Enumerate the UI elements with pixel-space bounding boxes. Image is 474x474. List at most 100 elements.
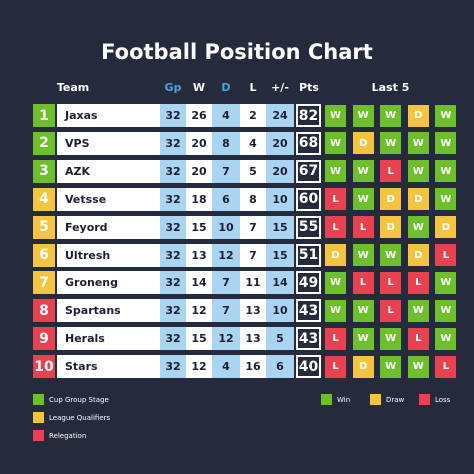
stat-l: 7 [240,243,266,267]
team-name: Spartans [57,299,160,323]
points: 68 [296,131,321,155]
rank: 8 [33,299,55,323]
result: L [325,327,346,350]
result: D [407,104,429,127]
stat-gd: 10 [266,299,294,323]
result-label: Draw [386,395,405,404]
stat-l: 8 [240,187,266,211]
result: W [380,327,402,350]
team-name: Groneng [57,271,160,295]
result: W [325,104,346,127]
stat-gd: 14 [266,271,294,295]
result: D [352,355,374,378]
result: W [352,160,374,183]
result: W [325,299,346,322]
result: L [407,327,429,350]
stat-d: 12 [212,327,240,351]
header-team: Team [56,80,90,94]
result: W [407,299,429,322]
result-swatch [321,394,332,405]
result: W [352,327,374,350]
rank: 9 [33,327,55,351]
result: W [407,160,429,183]
stat-w: 18 [186,187,212,211]
header-d: D [221,80,231,94]
header-w: W [192,80,206,94]
points: 43 [296,299,321,323]
result: L [352,271,374,294]
result: W [407,355,429,378]
stat-w: 14 [186,271,212,295]
stat-l: 11 [240,271,266,295]
result: W [325,132,346,155]
stat-d: 8 [212,131,240,155]
stat-gp: 32 [160,215,186,239]
stat-gd: 10 [266,187,294,211]
result: L [380,160,402,183]
result: L [325,188,346,211]
result: W [325,160,346,183]
stat-gp: 32 [160,187,186,211]
result: D [352,132,374,155]
rank: 1 [33,104,55,127]
stat-d: 7 [212,271,240,295]
stat-gp: 32 [160,159,186,183]
result: W [352,244,374,266]
rank: 4 [33,187,55,211]
stat-w: 15 [186,215,212,239]
result: W [325,271,346,294]
result: W [435,104,457,127]
result-label: Loss [435,395,451,404]
result: W [352,188,374,211]
result: W [380,244,402,266]
stat-l: 16 [240,355,266,379]
result: D [380,216,402,239]
stat-gd: 15 [266,243,294,267]
stat-l: 5 [240,159,266,183]
stat-gp: 32 [160,104,186,127]
stat-d: 6 [212,187,240,211]
result: W [435,132,457,155]
stat-l: 13 [240,299,266,323]
result: L [380,299,402,322]
result: D [435,216,457,239]
stat-gd: 6 [266,355,294,379]
result: W [435,299,457,322]
team-name: Herals [57,327,160,351]
stat-l: 4 [240,131,266,155]
team-name: VPS [57,131,160,155]
stat-gp: 32 [160,299,186,323]
stat-d: 10 [212,215,240,239]
result: W [352,104,374,127]
stat-gd: 24 [266,104,294,127]
result: W [435,271,457,294]
stat-gp: 32 [160,243,186,267]
points: 55 [296,215,321,239]
team-name: Jaxas [57,104,160,127]
stat-d: 4 [212,104,240,127]
team-name: Feyord [57,215,160,239]
stat-l: 2 [240,104,266,127]
stat-gp: 32 [160,327,186,351]
result-swatch [370,394,381,405]
stat-gp: 32 [160,271,186,295]
team-name: Vetsse [57,187,160,211]
stat-w: 13 [186,243,212,267]
zone-swatch [33,412,44,423]
result: L [352,216,374,239]
points: 43 [296,327,321,351]
stat-gd: 15 [266,215,294,239]
result: W [380,355,402,378]
result-label: Win [337,395,351,404]
rank: 2 [33,131,55,155]
title: Football Position Chart [101,40,373,64]
stat-l: 7 [240,215,266,239]
stat-w: 20 [186,159,212,183]
zone-label: League Qualifiers [49,413,111,422]
header-last5: Last 5 [371,80,410,94]
result: L [435,244,457,266]
result: W [407,216,429,239]
result: D [325,244,346,266]
rank: 7 [33,271,55,295]
points: 60 [296,187,321,211]
